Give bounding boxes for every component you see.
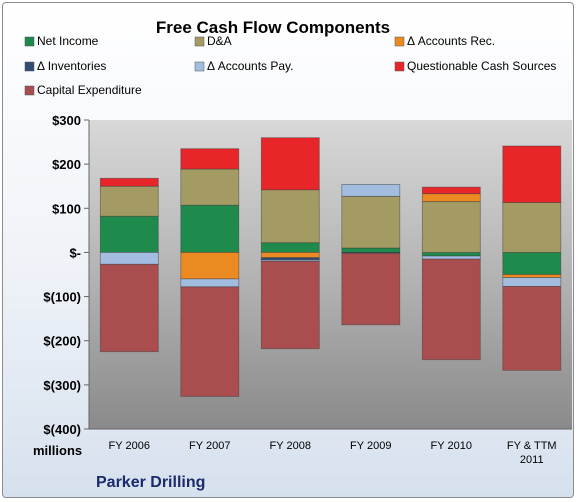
bar-capital-expenditure-fy-2009: [341, 252, 401, 326]
legend-swatch-accounts-rec: [394, 36, 405, 47]
legend-swatch-questionable-cash-sources: [394, 61, 405, 72]
bar-d-a-fy-2009: [341, 195, 401, 249]
y-tick-label: $(100): [43, 290, 81, 305]
bar-accounts-rec-fy-2010: [421, 193, 481, 202]
bar-accounts-pay-fy-2009: [341, 183, 401, 197]
legend-swatch-inventories: [24, 61, 35, 72]
y-tick-label: $200: [52, 157, 81, 172]
bars: [99, 137, 562, 397]
bar-d-a-fy-2010: [421, 201, 481, 253]
x-tick-label: FY 2006: [109, 440, 150, 452]
bar-accounts-pay-fy-2010: [421, 255, 481, 260]
chart-frame: Free Cash Flow Components Net Income D&A Δ…: [2, 2, 574, 498]
bar-d-a-fy-2008: [260, 189, 320, 244]
x-tick-label: FY 2007: [189, 440, 230, 452]
bar-net-income-fy-2007: [180, 204, 240, 253]
chart-title: Free Cash Flow Components: [156, 18, 390, 37]
bar-questionable-cash-sources-fy-2008: [260, 137, 320, 191]
bar-accounts-rec-fy-ttm-2011: [502, 274, 562, 278]
bar-questionable-cash-sources-fy-2007: [180, 148, 240, 170]
legend-label-capital-expenditure: Capital Expenditure: [37, 83, 142, 97]
bar-accounts-rec-fy-2007: [180, 251, 240, 280]
legend-label-inventories: Δ Inventories: [37, 59, 106, 73]
bar-capital-expenditure-fy-2007: [180, 286, 240, 397]
bar-accounts-rec-fy-2008: [260, 251, 320, 259]
legend-swatch-capital-expenditure: [24, 85, 35, 96]
bar-net-income-fy-2009: [341, 247, 401, 253]
plot-area: [89, 120, 572, 429]
x-tick-label: FY 2008: [270, 440, 311, 452]
x-tick-label: FY 2009: [350, 440, 391, 452]
legend-label-accounts-pay: Δ Accounts Pay.: [207, 59, 294, 73]
legend-label-d-a: D&A: [207, 34, 232, 48]
legend-swatch-d-a: [194, 36, 205, 47]
units-label: millions: [33, 443, 82, 458]
legend-label-net-income: Net Income: [37, 34, 99, 48]
bar-d-a-fy-2006: [99, 185, 159, 217]
y-tick-label: $(200): [43, 334, 81, 349]
x-tick-label: FY 2010: [431, 440, 472, 452]
bar-capital-expenditure-fy-2006: [99, 263, 159, 353]
bar-questionable-cash-sources-fy-ttm-2011: [502, 145, 562, 203]
bar-accounts-pay-fy-2006: [99, 251, 159, 265]
bar-accounts-pay-fy-2007: [180, 278, 240, 288]
bar-net-income-fy-ttm-2011: [502, 251, 562, 275]
y-tick-label: $(300): [43, 378, 81, 393]
legend-swatch-net-income: [24, 36, 35, 47]
chart: Free Cash Flow Components Net Income D&A Δ…: [24, 18, 572, 491]
bar-net-income-fy-2008: [260, 242, 320, 253]
legend-label-accounts-rec: Δ Accounts Rec.: [407, 34, 495, 48]
bar-net-income-fy-2006: [99, 215, 159, 253]
legend-swatch-accounts-pay: [194, 61, 205, 72]
bar-accounts-pay-fy-ttm-2011: [502, 277, 562, 287]
bar-capital-expenditure-fy-2010: [421, 258, 481, 361]
y-axis: $300 $200 $100 $- $(100) $(200) $(300) $(400): [43, 113, 90, 437]
bar-d-a-fy-2007: [180, 168, 240, 206]
y-tick-label: $100: [52, 201, 81, 216]
x-axis: FY 2006 FY 2007 FY 2008 FY 2009 FY 2010 FY & …: [89, 428, 572, 466]
legend-label-questionable-cash-sources: Questionable Cash Sources: [407, 59, 556, 73]
bar-questionable-cash-sources-fy-2006: [99, 177, 159, 187]
bar-questionable-cash-sources-fy-2010: [421, 186, 481, 195]
x-tick-label: FY & TTM 2011: [507, 440, 557, 466]
y-tick-label: $300: [52, 113, 81, 128]
y-tick-label: $-: [69, 245, 81, 260]
bar-capital-expenditure-fy-2008: [260, 260, 320, 350]
legend: Net Income D&A Δ Accounts Rec. Δ Inventorie…: [24, 34, 556, 97]
company-label: Parker Drilling: [96, 474, 205, 491]
y-tick-label: $(400): [43, 422, 81, 437]
bar-capital-expenditure-fy-ttm-2011: [502, 285, 562, 371]
bar-net-income-fy-2010: [421, 251, 481, 257]
bar-d-a-fy-ttm-2011: [502, 202, 562, 253]
